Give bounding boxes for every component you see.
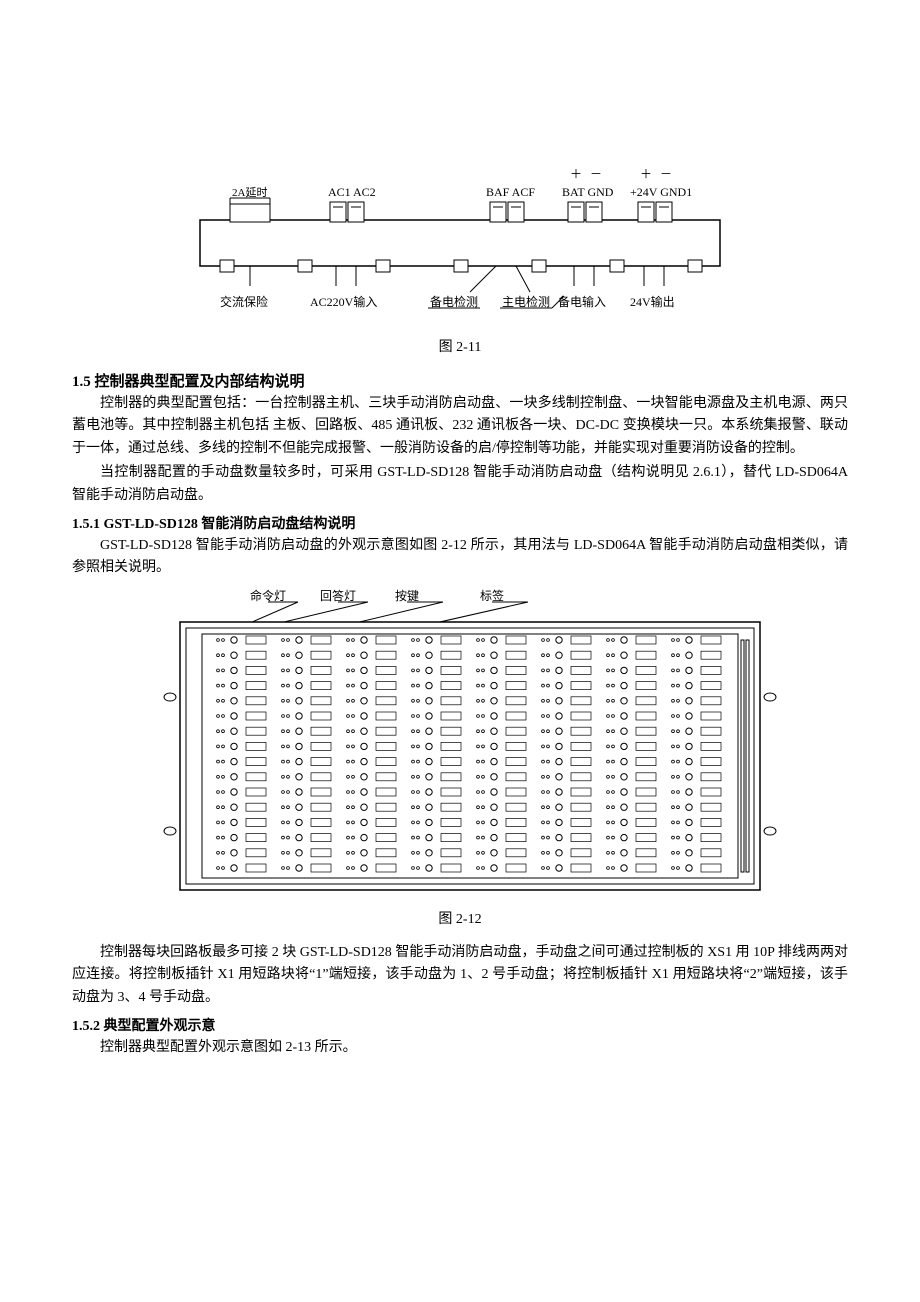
svg-text:2A延时: 2A延时 (232, 186, 267, 199)
svg-text:备电检测: 备电检测 (430, 294, 478, 309)
section-1-5-p1: 控制器的典型配置包括：一台控制器主机、三块手动消防启动盘、一块多线制控制盘、一块… (72, 393, 848, 460)
figure-2-12-svg: 命令灯 回答灯 按键 标签 (140, 582, 780, 902)
after-p3: 控制器每块回路板最多可接 2 块 GST-LD-SD128 智能手动消防启动盘，… (72, 942, 848, 1009)
svg-text:BAT GND: BAT GND (562, 185, 614, 199)
svg-text:AC1 AC2: AC1 AC2 (328, 185, 376, 199)
section-1-5-2-title: 1.5.2 典型配置外观示意 (72, 1015, 848, 1035)
svg-text:－: － (590, 167, 602, 181)
figure-2-12: 命令灯 回答灯 按键 标签 (72, 582, 848, 902)
svg-text:标签: 标签 (480, 588, 504, 603)
svg-text:24V输出: 24V输出 (630, 294, 675, 309)
figure-2-11-caption: 图 2-11 (72, 336, 848, 356)
svg-text:AC220V输入: AC220V输入 (310, 294, 377, 309)
svg-text:交流保险: 交流保险 (220, 294, 268, 309)
svg-text:BAF ACF: BAF ACF (486, 185, 535, 199)
svg-text:＋: ＋ (640, 167, 652, 181)
figure-2-12-caption: 图 2-12 (72, 908, 848, 928)
section-1-5-1-p1: GST-LD-SD128 智能手动消防启动盘的外观示意图如图 2-12 所示，其… (72, 535, 848, 580)
section-1-5-title: 1.5 控制器典型配置及内部结构说明 (72, 370, 848, 391)
svg-text:+24V GND1: +24V GND1 (630, 185, 692, 199)
svg-text:回答灯: 回答灯 (320, 588, 356, 603)
figure-2-11: 2A延时 AC1 AC2 BAF ACF BAT GND +24V GND1 ＋ － ＋ － 交流… (72, 110, 848, 330)
figure-2-11-svg: 2A延时 AC1 AC2 BAF ACF BAT GND +24V GND1 ＋ － ＋ － 交流… (180, 110, 740, 330)
svg-text:命令灯: 命令灯 (250, 588, 286, 603)
svg-text:备电输入: 备电输入 (558, 294, 606, 309)
svg-text:－: － (660, 167, 672, 181)
svg-text:主电检测: 主电检测 (502, 294, 550, 309)
section-1-5-1-title: 1.5.1 GST-LD-SD128 智能消防启动盘结构说明 (72, 513, 848, 533)
svg-text:＋: ＋ (570, 167, 582, 181)
section-1-5-2-p1: 控制器典型配置外观示意图如 2-13 所示。 (72, 1037, 848, 1059)
section-1-5-p2: 当控制器配置的手动盘数量较多时，可采用 GST-LD-SD128 智能手动消防启… (72, 462, 848, 507)
svg-text:按键: 按键 (395, 589, 419, 603)
